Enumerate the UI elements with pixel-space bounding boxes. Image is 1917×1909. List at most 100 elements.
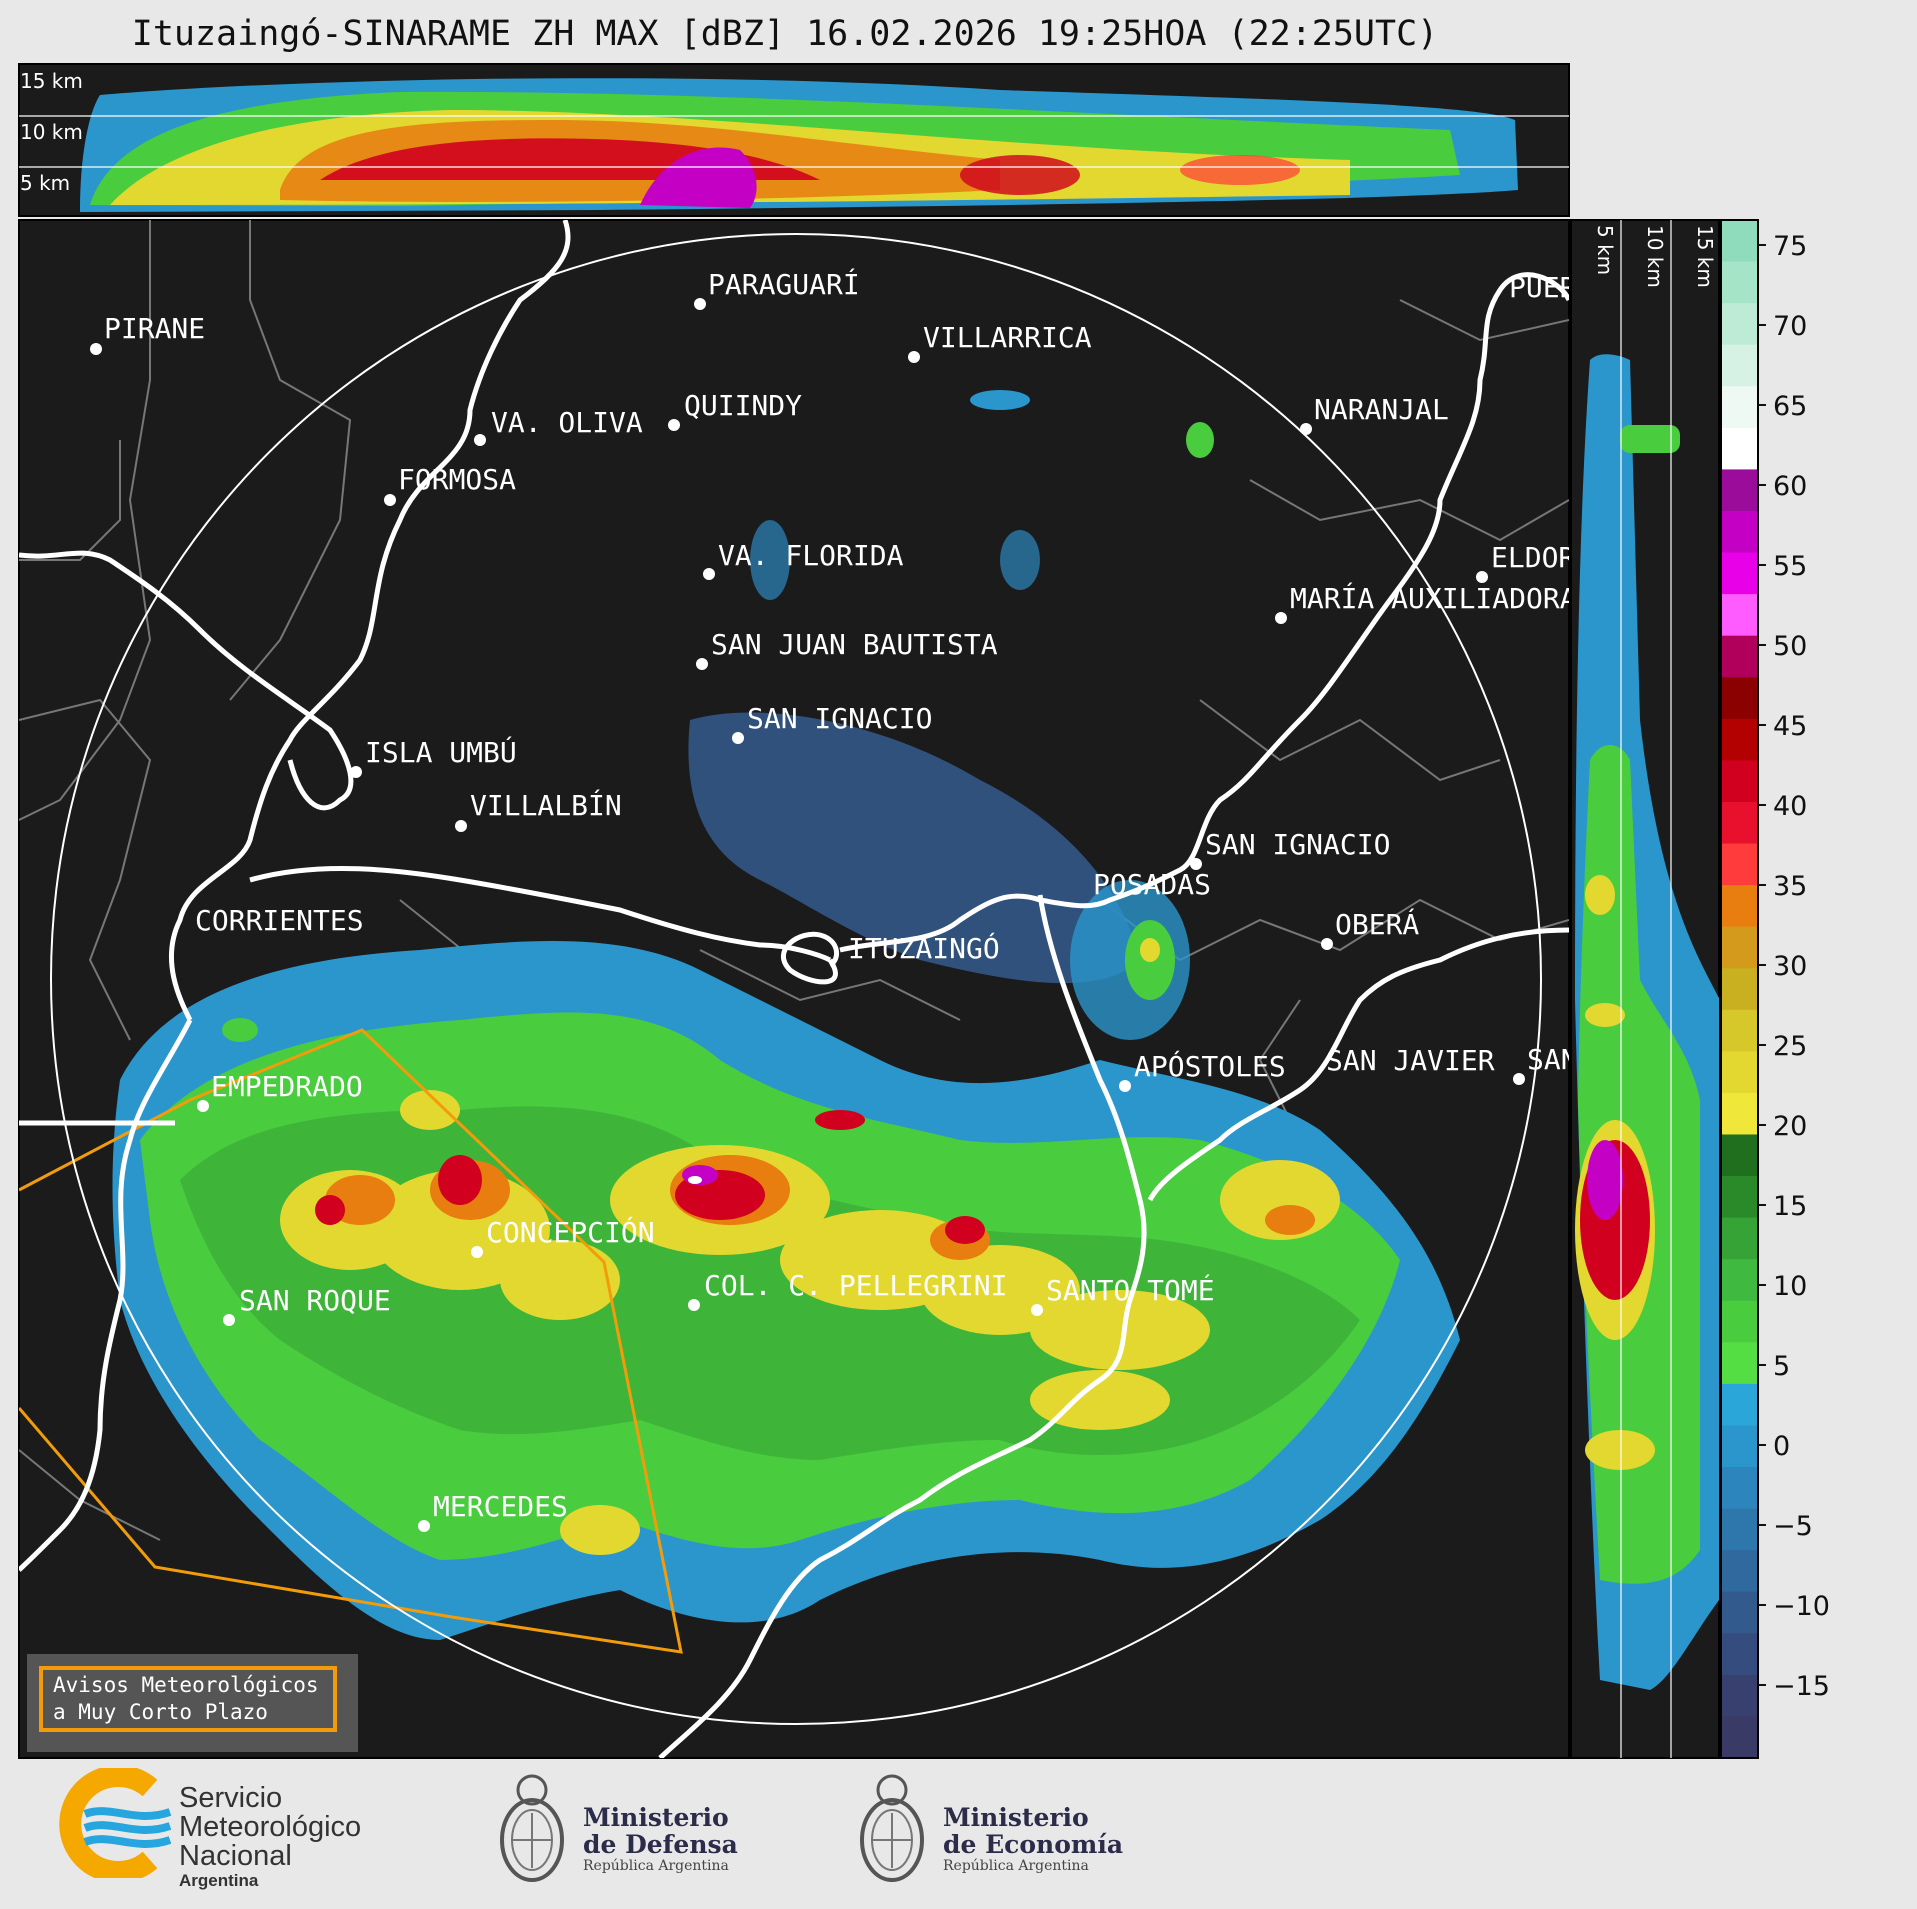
side-level-label: 10 km — [1643, 225, 1667, 288]
warning-line-1: Avisos Meteorológicos — [53, 1673, 319, 1697]
radar-echoes — [112, 390, 1460, 1640]
colorbar-segment — [1721, 1716, 1758, 1759]
place-label: VA. OLIVA — [491, 406, 643, 439]
colorbar-tick-label: 15 — [1773, 1191, 1807, 1222]
place-label: EMPEDRADO — [211, 1070, 363, 1103]
economia-line-2: de Economía — [943, 1830, 1124, 1859]
top-profile-panel: 15 km 10 km 5 km — [18, 63, 1570, 217]
national-coat-of-arms-icon — [860, 1774, 924, 1882]
colorbar-tick-label: 30 — [1773, 951, 1807, 982]
colorbar-tick-label: 65 — [1773, 391, 1807, 422]
colorbar-segment — [1721, 1425, 1758, 1468]
colorbar-tick-label: 0 — [1773, 1431, 1790, 1462]
place-label: SAN JUAN BAUTISTA — [711, 628, 998, 661]
place-label: ELDORADO — [1491, 541, 1626, 574]
side-profile-panel: 5 km 10 km 15 km — [1570, 219, 1720, 1759]
defensa-logo: Ministerio de Defensa República Argentin… — [495, 1760, 765, 1900]
place-label: CORRIENTES — [195, 904, 364, 937]
colorbar-segment — [1721, 1383, 1758, 1427]
colorbar-segment — [1721, 1134, 1758, 1177]
place-label: SAN JAVIER — [1527, 1043, 1696, 1076]
colorbar-segment — [1721, 1051, 1758, 1094]
colorbar-tick-label: 10 — [1773, 1271, 1807, 1302]
place-label: SAN JAVIER — [1326, 1044, 1495, 1077]
colorbar-tick-label: 75 — [1773, 231, 1807, 262]
colorbar-segment — [1721, 1633, 1758, 1676]
map-title: Ituzaingó-SINARAME ZH MAX [dBZ] 16.02.20… — [131, 14, 1439, 54]
colorbar-tick-label: 25 — [1773, 1031, 1807, 1062]
colorbar-tick-label: 35 — [1773, 871, 1807, 902]
radar-map: PIRANE PARAGUARÍ VILLARRICA QUIINDY VA. … — [18, 219, 1696, 1759]
place-label: ITUZAINGÓ — [848, 931, 1000, 965]
colorbar-tick-label: 20 — [1773, 1111, 1807, 1142]
place-markers — [90, 298, 1525, 1532]
colorbar-tick-label: 40 — [1773, 791, 1807, 822]
place-label: CONCEPCIÓN — [486, 1215, 655, 1249]
economia-line-3: República Argentina — [943, 1858, 1089, 1874]
place-label: PIRANE — [104, 312, 205, 345]
place-label: ISLA UMBÚ — [365, 735, 517, 769]
place-label: MERCEDES — [433, 1490, 568, 1523]
colorbar-segment — [1721, 843, 1758, 886]
colorbar-segment — [1721, 968, 1758, 1011]
place-label: APÓSTOLES — [1134, 1049, 1286, 1083]
colorbar-segment — [1721, 220, 1758, 263]
colorbar-segment — [1721, 1009, 1758, 1052]
smn-line-4: Argentina — [179, 1871, 259, 1890]
place-label: SAN IGNACIO — [747, 702, 932, 735]
economia-logo: Ministerio de Economía República Argenti… — [855, 1760, 1135, 1900]
colorbar-segment — [1721, 1591, 1758, 1634]
place-label: VILLALBÍN — [470, 788, 622, 822]
colorbar-tick-label: 5 — [1773, 1351, 1790, 1382]
place-label: VILLARRICA — [923, 321, 1092, 354]
colorbar-segment — [1721, 1300, 1758, 1343]
defensa-line-1: Ministerio — [583, 1803, 729, 1832]
smn-emblem-icon — [59, 1768, 172, 1878]
colorbar-tick-label: 50 — [1773, 631, 1807, 662]
place-label: PARAGUARÍ — [708, 267, 860, 301]
colorbar-segment — [1721, 261, 1758, 304]
colorbar-tick-label: 70 — [1773, 311, 1807, 342]
colorbar-segment — [1721, 469, 1758, 512]
colorbar-segment — [1721, 344, 1758, 387]
colorbar-segment — [1721, 801, 1758, 845]
defensa-line-2: de Defensa — [583, 1830, 738, 1859]
place-label: FORMOSA — [398, 463, 516, 496]
colorbar-tick-label: −10 — [1773, 1591, 1830, 1622]
top-level-label: 15 km — [20, 69, 83, 93]
colorbar-segment — [1721, 1092, 1758, 1136]
place-label: NARANJAL — [1314, 393, 1449, 426]
colorbar-tick-label: 45 — [1773, 711, 1807, 742]
colorbar-segment — [1721, 635, 1758, 678]
place-label: SAN IGNACIO — [1205, 828, 1390, 861]
smn-logo: Servicio Meteorológico Nacional Argentin… — [55, 1760, 395, 1900]
place-label: MARÍA AUXILIADORA — [1290, 581, 1577, 615]
colorbar-segment — [1721, 1259, 1758, 1302]
colorbar-segment — [1721, 718, 1758, 761]
side-level-label: 15 km — [1693, 225, 1717, 288]
side-level-label: 5 km — [1593, 225, 1617, 275]
colorbar-segment — [1721, 1176, 1758, 1219]
colorbar-segment — [1721, 1217, 1758, 1260]
place-label: VA. FLORIDA — [718, 539, 904, 572]
colorbar-tick-label: 55 — [1773, 551, 1807, 582]
place-label: OBERÁ — [1335, 907, 1419, 941]
colorbar-segment — [1721, 427, 1758, 471]
colorbar-segment — [1721, 510, 1758, 554]
colorbar-segment — [1721, 303, 1758, 346]
place-label: PUERTO — [1509, 271, 1610, 304]
colorbar-segment — [1721, 594, 1758, 637]
colorbar-segment — [1721, 386, 1758, 429]
colorbar-segment — [1721, 1467, 1758, 1510]
colorbar-segment — [1721, 1508, 1758, 1551]
place-label: SAN ROQUE — [239, 1284, 391, 1317]
colorbar-tick-label: −5 — [1773, 1511, 1813, 1542]
colorbar-segment — [1721, 885, 1758, 928]
place-label: QUIINDY — [684, 389, 802, 422]
colorbar-tick-label: −15 — [1773, 1671, 1830, 1702]
smn-line-2: Meteorológico — [179, 1811, 362, 1843]
smn-line-3: Nacional — [179, 1840, 292, 1872]
colorbar-segment — [1721, 1674, 1758, 1718]
